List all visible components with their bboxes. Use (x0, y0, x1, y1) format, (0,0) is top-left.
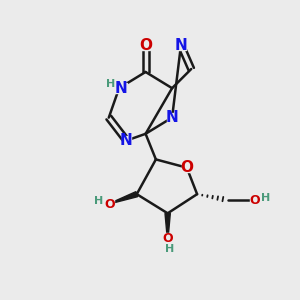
Text: O: O (104, 198, 115, 211)
Text: O: O (180, 160, 193, 175)
Text: O: O (250, 194, 260, 207)
Polygon shape (107, 192, 138, 205)
Bar (250, 195, 268, 205)
Bar (122, 136, 131, 145)
Text: H: H (164, 244, 174, 254)
Bar (182, 163, 191, 172)
Text: H: H (106, 79, 116, 89)
Text: O: O (162, 232, 173, 245)
Bar (141, 41, 150, 50)
Text: N: N (120, 133, 133, 148)
Polygon shape (165, 213, 170, 243)
Bar (176, 41, 186, 50)
Text: H: H (261, 193, 270, 203)
Text: N: N (166, 110, 178, 125)
Text: N: N (175, 38, 187, 53)
Bar (111, 83, 127, 93)
Text: H: H (94, 196, 104, 206)
Text: O: O (139, 38, 152, 53)
Bar (95, 199, 114, 210)
Text: N: N (115, 81, 128, 96)
Bar (163, 233, 173, 249)
Bar (167, 113, 177, 122)
